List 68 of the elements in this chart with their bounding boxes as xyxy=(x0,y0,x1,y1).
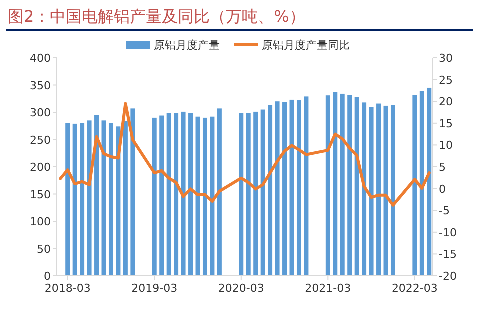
bar xyxy=(217,108,222,276)
y2-tick-label: 0 xyxy=(439,182,446,196)
y-tick-label: 50 xyxy=(37,242,51,256)
bar xyxy=(246,113,251,276)
bar xyxy=(66,123,70,276)
y2-tick-label: 25 xyxy=(439,74,453,87)
bar xyxy=(94,115,100,276)
bar xyxy=(268,105,273,276)
bar xyxy=(239,113,244,276)
line-series xyxy=(59,102,431,207)
bar xyxy=(333,92,338,276)
bar xyxy=(260,110,266,276)
bar xyxy=(427,88,432,276)
bar xyxy=(87,120,92,276)
x-tick-label: 2021-03 xyxy=(305,282,352,295)
y-tick-label: 200 xyxy=(30,161,51,174)
y2-tick-label: 20 xyxy=(439,96,453,109)
y2-tick-label: -20 xyxy=(439,270,457,283)
bar xyxy=(160,116,164,276)
y2-tick-label: -5 xyxy=(439,204,450,218)
y-tick-label: 350 xyxy=(30,79,51,92)
bar xyxy=(116,126,121,276)
y-tick-label: 0 xyxy=(44,270,51,283)
bar xyxy=(282,102,288,276)
y2-tick-label: 30 xyxy=(439,52,453,65)
chart-title: 图2：中国电解铝产量及同比（万吨、%） xyxy=(8,7,306,26)
bar xyxy=(326,96,330,276)
y2-tick-label: 5 xyxy=(439,161,446,174)
y-tick-label: 250 xyxy=(30,134,51,147)
y2-tick-label: 15 xyxy=(439,117,453,130)
bar xyxy=(202,118,208,276)
x-tick-label: 2019-03 xyxy=(132,282,178,295)
bar xyxy=(80,123,85,276)
y2-tick-label: -15 xyxy=(439,248,457,262)
legend-label: 原铝月度产量 xyxy=(154,39,220,52)
bar xyxy=(152,118,157,276)
bar xyxy=(354,97,360,276)
bar xyxy=(174,113,179,276)
y2-tick-label: 10 xyxy=(439,139,453,152)
bar xyxy=(362,102,367,276)
y-tick-label: 100 xyxy=(30,216,51,228)
y-tick-label: 300 xyxy=(30,106,51,120)
y2-tick-label: -10 xyxy=(439,226,457,240)
x-tick-label: 2018-03 xyxy=(44,282,91,295)
bar xyxy=(123,121,128,276)
bar xyxy=(188,113,194,276)
y-tick-label: 150 xyxy=(30,188,51,202)
bar xyxy=(254,112,258,276)
bar xyxy=(304,96,309,276)
bar xyxy=(72,124,78,276)
bar xyxy=(210,116,215,276)
x-tick-label: 2022-03 xyxy=(392,282,438,295)
bar xyxy=(130,108,136,276)
x-tick-label: 2020-03 xyxy=(218,282,264,295)
bar xyxy=(181,112,186,276)
bar xyxy=(348,95,352,276)
bar xyxy=(376,104,382,276)
bar xyxy=(275,102,280,276)
bar xyxy=(296,100,302,276)
y-tick-label: 400 xyxy=(30,52,51,65)
bar xyxy=(412,95,418,276)
bar xyxy=(108,123,114,276)
bar xyxy=(369,107,374,276)
bar xyxy=(166,113,172,276)
bar xyxy=(390,105,396,276)
bar xyxy=(340,94,345,276)
legend-label: 原铝月度产量同比 xyxy=(262,39,350,52)
bar xyxy=(420,91,424,276)
